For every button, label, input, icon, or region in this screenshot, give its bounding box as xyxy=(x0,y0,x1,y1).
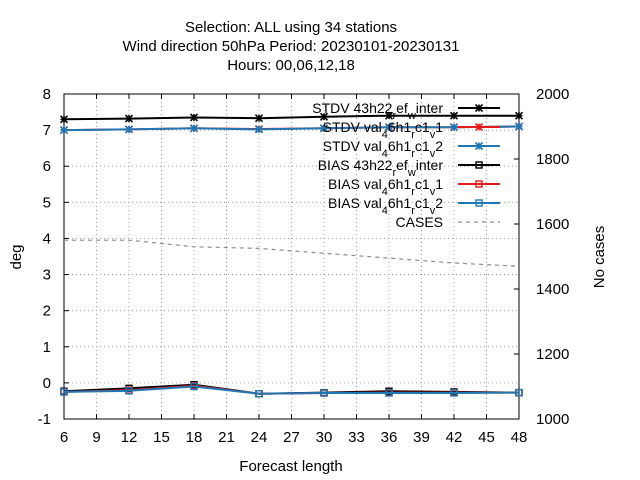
data-point xyxy=(190,382,198,391)
x-tick-label: 12 xyxy=(121,429,138,446)
x-tick-label: 21 xyxy=(218,429,235,446)
data-point xyxy=(319,124,329,133)
data-point xyxy=(384,111,394,120)
x-tick-label: 36 xyxy=(381,429,398,446)
legend-label: STDV val46h1rc1v1 xyxy=(323,119,444,141)
y2-tick-label: 1600 xyxy=(536,216,569,233)
data-point xyxy=(450,389,458,397)
data-point xyxy=(515,388,523,397)
y-tick-label: 7 xyxy=(43,122,51,139)
data-point xyxy=(449,111,459,120)
legend-label: BIAS val46h1rc1v1 xyxy=(328,176,443,198)
data-point xyxy=(449,123,459,132)
series-line-6 xyxy=(64,239,520,267)
data-point xyxy=(189,113,199,122)
series-line-0 xyxy=(63,114,519,121)
legend-marker xyxy=(474,103,484,113)
y-tick-label: 8 xyxy=(43,86,51,103)
y-tick-label: 5 xyxy=(43,194,51,211)
data-point xyxy=(385,389,393,397)
data-point xyxy=(320,389,328,397)
x-tick-label: 15 xyxy=(153,429,170,446)
data-point xyxy=(514,122,524,131)
y2-axis-label: No cases xyxy=(591,226,608,289)
x-tick-label: 39 xyxy=(413,429,430,446)
data-point xyxy=(59,115,69,124)
x-tick-label: 18 xyxy=(186,429,203,446)
x-tick-label: 33 xyxy=(348,429,365,446)
title-line: Hours: 00,06,12,18 xyxy=(227,57,355,74)
data-point xyxy=(514,111,524,120)
y-axis-label: deg xyxy=(8,244,25,269)
data-point xyxy=(59,126,69,135)
x-tick-label: 6 xyxy=(60,429,68,446)
series xyxy=(59,111,524,398)
y2-tick-label: 1200 xyxy=(536,346,569,363)
x-tick-label: 24 xyxy=(251,429,268,446)
data-point xyxy=(124,125,134,134)
data-point xyxy=(384,123,394,132)
x-tick-label: 27 xyxy=(283,429,300,446)
data-point xyxy=(125,387,133,395)
legend-marker xyxy=(475,199,483,207)
y-tick-label: 0 xyxy=(43,375,51,392)
legend-marker xyxy=(475,180,483,188)
y-tick-label: 3 xyxy=(43,267,51,284)
x-tick-label: 30 xyxy=(316,429,333,446)
x-axis: 6 9 12 15 18 21 24 27 30 33 36 39 42 45 48 xyxy=(60,94,528,446)
y2-tick-label: 1000 xyxy=(536,411,569,428)
data-point xyxy=(254,125,264,134)
grid xyxy=(64,94,519,419)
series-line-5 xyxy=(63,385,520,395)
x-tick-label: 45 xyxy=(478,429,495,446)
y-tick-label: 2 xyxy=(43,303,51,320)
y-tick-label: 4 xyxy=(43,230,51,247)
x-tick-label: 48 xyxy=(511,429,528,446)
y2-tick-label: 1800 xyxy=(536,151,569,168)
x-axis-label: Forecast length xyxy=(239,458,342,475)
legend-label: BIAS val46h1rc1v2 xyxy=(328,195,443,217)
x-tick-label: 42 xyxy=(446,429,463,446)
y2-tick-label: 1400 xyxy=(536,281,569,298)
chart-title: Selection: ALL using 34 stations Wind dir… xyxy=(123,19,460,74)
legend-marker xyxy=(475,161,483,169)
data-point xyxy=(255,390,263,398)
legend-label: STDV val46h1rc1v2 xyxy=(323,138,444,160)
y2-tick-label: 2000 xyxy=(536,86,569,103)
y2-axis: 1000 1200 1400 1600 1800 2000 xyxy=(514,86,569,428)
title-line: Wind direction 50hPa Period: 20230101-20… xyxy=(123,38,460,55)
series-line-2 xyxy=(63,125,520,132)
data-point xyxy=(254,114,264,123)
legend-label: CASES xyxy=(396,214,443,230)
x-tick-label: 9 xyxy=(92,429,100,446)
y-tick-label: -1 xyxy=(38,411,51,428)
data-point xyxy=(189,124,199,133)
legend-marker xyxy=(474,141,484,151)
legend-marker xyxy=(474,122,484,132)
y-tick-label: 1 xyxy=(43,339,51,356)
data-point xyxy=(60,388,68,396)
y-axis: -1 0 1 2 3 4 5 6 7 8 xyxy=(38,86,69,428)
legend-label: STDV 43h22refwinter xyxy=(312,100,443,122)
title-line: Selection: ALL using 34 stations xyxy=(185,19,397,36)
data-point xyxy=(319,112,329,121)
y-tick-label: 6 xyxy=(43,158,51,175)
legend-label: BIAS 43h22refwinter xyxy=(318,157,444,179)
data-point xyxy=(124,114,134,123)
